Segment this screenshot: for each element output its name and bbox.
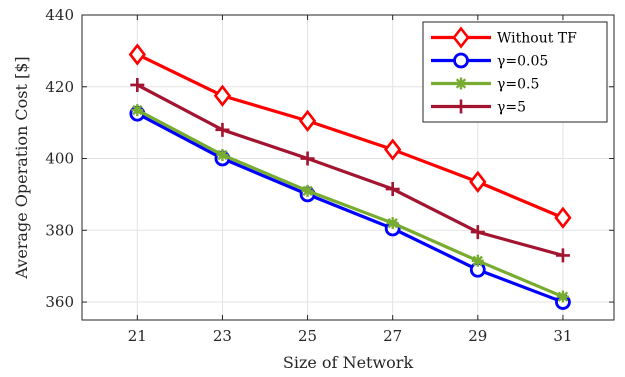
data-point <box>556 290 569 303</box>
legend-label: γ=0.05 <box>497 54 548 70</box>
asterisk-marker <box>131 104 144 117</box>
diamond-marker <box>298 109 317 132</box>
legend-label: γ=5 <box>497 100 526 116</box>
data-point <box>128 43 146 66</box>
plus-marker <box>454 99 468 114</box>
series-2 <box>131 104 569 303</box>
plus-marker <box>470 225 485 240</box>
data-point <box>470 225 485 240</box>
diamond-marker <box>554 206 572 229</box>
asterisk-marker <box>471 254 484 267</box>
series-line <box>136 53 564 220</box>
asterisk-marker <box>301 184 314 197</box>
plus-marker <box>215 122 230 137</box>
legend-label: Without TF <box>497 31 577 47</box>
data-point <box>216 148 229 161</box>
x-tick-label: 23 <box>213 327 232 345</box>
data-point <box>555 248 570 263</box>
x-tick-label: 21 <box>128 327 147 345</box>
data-point <box>300 151 315 166</box>
plus-marker <box>130 77 145 92</box>
diamond-marker <box>213 84 232 107</box>
data-point <box>471 254 484 267</box>
data-point <box>385 182 400 197</box>
diamond-marker <box>452 26 470 49</box>
series-3 <box>130 77 570 263</box>
series-line <box>136 83 564 257</box>
series-group <box>128 43 572 310</box>
asterisk-marker <box>216 148 229 161</box>
plus-marker <box>385 182 400 197</box>
data-point <box>554 206 572 229</box>
y-tick-label: 380 <box>45 221 74 239</box>
asterisk-marker <box>386 217 399 230</box>
legend-item: γ=5 <box>431 99 526 116</box>
x-axis: 21 23 25 27 29 31 <box>128 15 572 345</box>
legend-item: Without TF <box>431 26 577 49</box>
diamond-marker <box>384 138 402 161</box>
y-tick-label: 360 <box>45 293 74 311</box>
diamond-marker <box>128 43 146 66</box>
data-point <box>301 184 314 197</box>
y-tick-label: 420 <box>45 78 74 96</box>
legend-marker <box>453 52 469 69</box>
plus-marker <box>555 248 570 263</box>
data-point <box>298 109 317 132</box>
asterisk-marker <box>556 290 569 303</box>
legend-marker <box>455 77 467 90</box>
legend-marker <box>454 99 468 114</box>
data-point <box>386 217 399 230</box>
data-point <box>130 77 145 92</box>
y-axis-label: Average Operation Cost [$] <box>12 56 31 279</box>
x-tick-label: 29 <box>468 327 487 345</box>
y-tick-label: 440 <box>45 6 74 24</box>
x-axis-label: Size of Network <box>283 353 414 372</box>
y-tick-label: 400 <box>45 150 74 168</box>
legend-item: γ=0.5 <box>431 77 539 93</box>
data-point <box>213 84 232 107</box>
legend-item: γ=0.05 <box>431 52 548 70</box>
circle-marker <box>453 52 469 69</box>
diamond-marker <box>469 170 487 193</box>
data-point <box>131 104 144 117</box>
x-tick-label: 25 <box>298 327 317 345</box>
x-tick-label: 31 <box>553 327 572 345</box>
series-line <box>136 108 564 299</box>
plot-area <box>81 14 615 321</box>
data-point <box>469 170 487 193</box>
y-axis: 360 380 400 420 440 <box>45 6 614 311</box>
legend-marker <box>452 26 470 49</box>
plus-marker <box>300 151 315 166</box>
data-point <box>215 122 230 137</box>
data-point <box>384 138 402 161</box>
series-0 <box>128 43 572 229</box>
asterisk-marker <box>455 77 467 90</box>
x-tick-label: 27 <box>383 327 402 345</box>
legend: Without TF γ=0.05 γ=0.5 γ=5 <box>422 21 608 123</box>
series-line <box>136 112 564 304</box>
legend-label: γ=0.5 <box>497 77 539 93</box>
